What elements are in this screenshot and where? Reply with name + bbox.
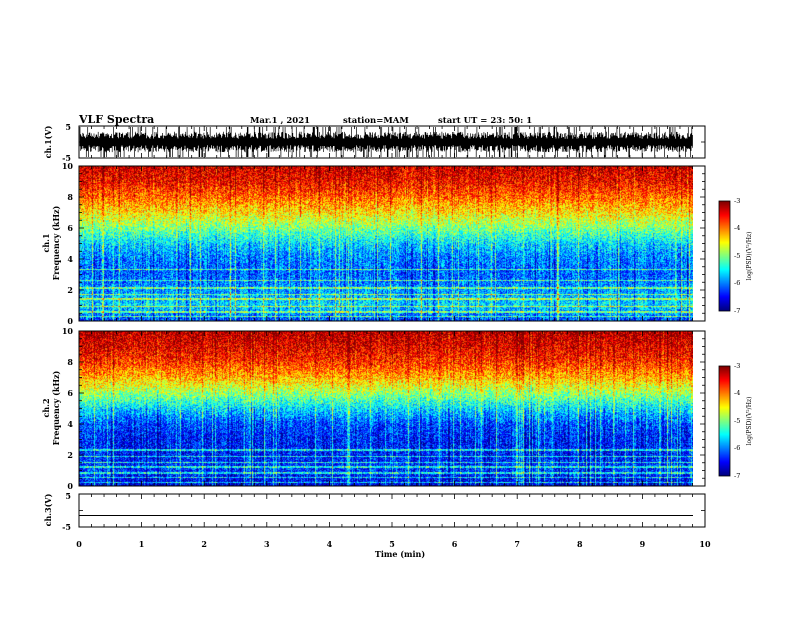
- ch1-waveform-panel: 5 -5 ch.1(V): [43, 122, 706, 163]
- time-axis-label: Time (min): [375, 549, 425, 559]
- ch2-frequency-label: 10: [62, 326, 74, 336]
- ch1-colorbar-label: log(PSD)(V²/Hz): [746, 232, 753, 281]
- ch3-waveform-ticks: [79, 493, 705, 528]
- ch1-frequency-label: 10: [62, 161, 74, 171]
- ch2-colorbar-tick-m3: -3: [734, 362, 740, 370]
- ch1-frequency-label: 6: [67, 223, 73, 233]
- ch3-waveform-ylabel: ch.3(V): [43, 493, 53, 526]
- ch1-spectrogram-ylabel-frequency: Frequency (kHz): [51, 205, 61, 280]
- ch2-spectrogram-heatmap: [79, 331, 693, 486]
- ch1-colorbar: -3 -4 -5 -6 -7 log(PSD)(V²/Hz): [718, 197, 753, 315]
- ch2-colorbar-tick-m4: -4: [734, 389, 740, 397]
- time-tick-label: 1: [139, 539, 145, 549]
- ch2-colorbar-label: log(PSD)(V²/Hz): [746, 397, 753, 446]
- time-axis-tick-labels: 0 1 2 3 4 5 6 7 8 9 10: [76, 539, 711, 549]
- time-tick-label: 7: [514, 539, 520, 549]
- time-axis-ticks: [78, 126, 706, 527]
- ch2-spectrogram-panel: 0 2 4 6 8 10 ch.2 Frequency (kHz): [41, 326, 706, 491]
- ch1-waveform-ticks: [79, 125, 705, 159]
- ch1-spectrogram-heatmap: [79, 166, 693, 321]
- ch1-frequency-label: 0: [67, 316, 73, 326]
- ch1-frequency-ticks: 0 2 4 6 8 10: [62, 161, 705, 326]
- ch2-colorbar-tick-m6: -6: [734, 444, 740, 452]
- time-tick-label: 6: [452, 539, 458, 549]
- time-tick-label: 8: [577, 539, 583, 549]
- time-tick-label: 2: [201, 539, 207, 549]
- ch1-frequency-label: 4: [67, 254, 73, 264]
- time-tick-label: 10: [699, 539, 711, 549]
- ch2-colorbar-tick-m5: -5: [734, 417, 740, 425]
- ch1-spectrogram-panel: 0 2 4 6 8 10 ch.1 Frequency (kHz): [41, 161, 706, 326]
- ch1-colorbar-tick-m4: -4: [734, 224, 740, 232]
- time-tick-label: 9: [640, 539, 646, 549]
- ch2-spectrogram-ylabel-channel: ch.2: [41, 398, 51, 417]
- ch2-spectrogram-ylabel-frequency: Frequency (kHz): [51, 370, 61, 445]
- ch1-tick-label-top: 5: [65, 122, 71, 132]
- time-tick-label: 4: [327, 539, 333, 549]
- ch3-tick-label-top: 5: [65, 491, 71, 501]
- ch1-tick-label-bottom: -5: [62, 153, 71, 163]
- ch1-waveform-trace: [79, 127, 693, 157]
- time-tick-label: 5: [389, 539, 395, 549]
- ch2-frequency-ticks: 0 2 4 6 8 10: [62, 326, 705, 491]
- ch1-waveform-ylabel: ch.1(V): [43, 125, 53, 158]
- ch1-colorbar-tick-m6: -6: [734, 279, 740, 287]
- ch2-colorbar-frame: [718, 365, 731, 477]
- header-date: Mar.1 , 2021: [250, 116, 310, 126]
- ch1-frequency-label: 2: [67, 285, 73, 295]
- ch2-frequency-label: 4: [67, 419, 73, 429]
- time-tick-label: 3: [264, 539, 270, 549]
- ch2-colorbar: -3 -4 -5 -6 -7 log(PSD)(V²/Hz): [718, 362, 753, 480]
- ch1-colorbar-tick-m5: -5: [734, 252, 740, 260]
- ch2-frequency-label: 2: [67, 450, 73, 460]
- ch1-spectrogram-ylabel-channel: ch.1: [41, 233, 51, 252]
- ch2-colorbar-gradient: [719, 366, 730, 476]
- figure-title: VLF Spectra: [78, 113, 154, 126]
- ch3-waveform-panel: 5 -5 ch.3(V): [43, 491, 706, 532]
- ch1-frequency-label: 8: [67, 192, 73, 202]
- ch1-waveform-path: [79, 127, 693, 157]
- time-tick-label: 0: [76, 539, 82, 549]
- ch1-colorbar-tick-m3: -3: [734, 197, 740, 205]
- ch1-colorbar-tick-m7: -7: [734, 307, 740, 315]
- ch2-frequency-label: 0: [67, 481, 73, 491]
- ch1-colorbar-gradient: [719, 201, 730, 311]
- ch3-tick-label-bottom: -5: [62, 522, 71, 532]
- ch2-frequency-label: 8: [67, 357, 73, 367]
- ch2-colorbar-tick-m7: -7: [734, 472, 740, 480]
- ch2-frequency-label: 6: [67, 388, 73, 398]
- header-start-time: start UT = 23: 50: 1: [438, 116, 532, 126]
- header-station: station=MAM: [343, 116, 409, 126]
- ch1-colorbar-frame: [718, 200, 731, 312]
